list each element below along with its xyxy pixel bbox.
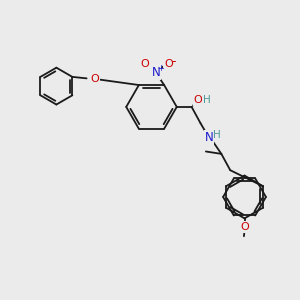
Text: H: H bbox=[213, 130, 221, 140]
Text: O: O bbox=[164, 58, 173, 69]
Text: H: H bbox=[203, 95, 211, 105]
Text: O: O bbox=[240, 222, 249, 232]
Text: +: + bbox=[157, 64, 164, 73]
Text: OH: OH bbox=[194, 95, 211, 105]
Text: O: O bbox=[140, 58, 149, 69]
Text: N: N bbox=[205, 131, 213, 144]
Text: N: N bbox=[152, 66, 160, 79]
Text: O: O bbox=[91, 74, 99, 84]
Text: -: - bbox=[171, 55, 176, 68]
